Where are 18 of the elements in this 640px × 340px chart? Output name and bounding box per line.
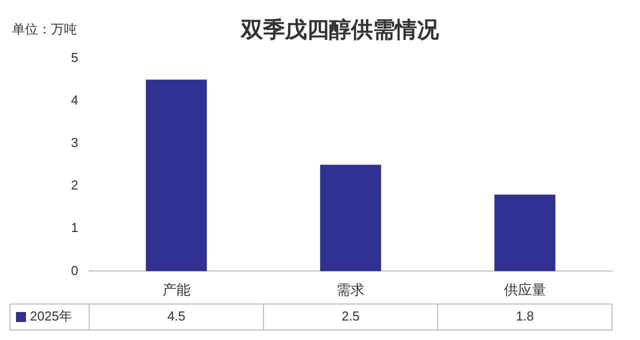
chart-title: 双季戊四醇供需情况 <box>240 16 440 42</box>
y-axis-title: 单位：万吨 <box>12 22 77 37</box>
y-tick-label: 5 <box>70 50 78 65</box>
y-tick-label: 0 <box>70 262 78 278</box>
bar <box>494 194 556 272</box>
y-tick-label: 4 <box>70 92 78 108</box>
data-label: 1.8 <box>516 308 534 324</box>
x-tick-label: 产能 <box>162 281 190 298</box>
data-label: 2.5 <box>342 308 360 324</box>
bar <box>146 80 207 272</box>
bar <box>320 164 382 272</box>
x-tick-label: 需求 <box>336 281 365 298</box>
legend-label: 2025年 <box>30 308 72 324</box>
data-label: 4.5 <box>167 308 186 324</box>
y-tick-label: 1 <box>70 220 78 236</box>
y-tick-label: 2 <box>70 178 78 193</box>
y-tick-label: 3 <box>70 135 78 150</box>
x-tick-label: 供应量 <box>504 281 546 298</box>
